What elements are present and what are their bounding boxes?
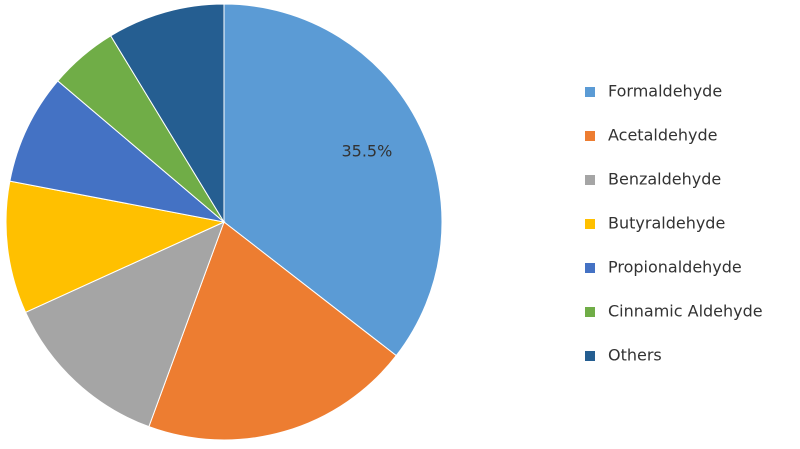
- legend-swatch: [585, 307, 595, 317]
- legend-swatch: [585, 175, 595, 185]
- legend-label: Others: [608, 346, 662, 365]
- pie-slice: [5, 180, 226, 313]
- legend-label: Propionaldehyde: [608, 258, 742, 277]
- pie-slice: [109, 3, 225, 224]
- legend-label: Butyraldehyde: [608, 214, 725, 233]
- pie-slice: [223, 3, 443, 357]
- pie-slice: [24, 221, 225, 428]
- legend-swatch: [585, 219, 595, 229]
- legend-swatch: [585, 131, 595, 141]
- legend-label: Cinnamic Aldehyde: [608, 302, 763, 321]
- legend-label: Acetaldehyde: [608, 126, 717, 145]
- legend-swatch: [585, 263, 595, 273]
- data-label: 35.5%: [341, 141, 392, 160]
- legend-swatch: [585, 87, 595, 97]
- legend-swatch: [585, 351, 595, 361]
- legend-label: Benzaldehyde: [608, 170, 721, 189]
- legend-label: Formaldehyde: [608, 82, 722, 101]
- pie-slice: [148, 221, 397, 441]
- pie-slice: [9, 80, 226, 223]
